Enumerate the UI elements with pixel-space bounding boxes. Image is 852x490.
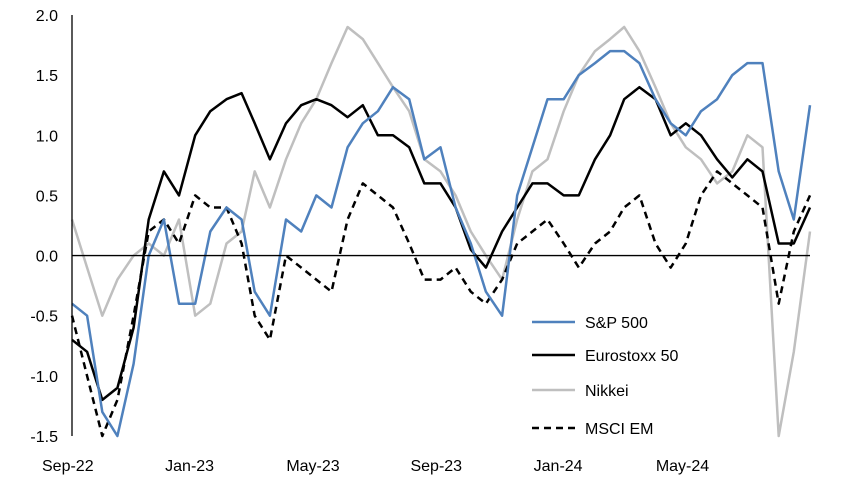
series-layer <box>70 25 812 438</box>
legend-label: MSCI EM <box>585 421 653 438</box>
y-tick-label: 1.5 <box>36 68 58 85</box>
series-line-nikkei <box>70 25 812 438</box>
series-line-s-p-500 <box>71 49 812 438</box>
legend-label: S&P 500 <box>585 315 648 332</box>
legend: S&P 500 Eurostoxx 50 Nikkei MSCI EM <box>532 315 678 438</box>
y-tick-labels: 2.0 1.5 1.0 0.5 0.0 -0.5 -1.0 -1.5 <box>30 8 58 446</box>
y-tick-label: -0.5 <box>30 309 58 326</box>
x-tick-label: Jan-24 <box>534 458 583 475</box>
x-tick-label: Jan-23 <box>165 458 214 475</box>
legend-label: Nikkei <box>585 383 629 400</box>
x-tick-label: May-24 <box>656 458 709 475</box>
legend-label: Eurostoxx 50 <box>585 348 678 365</box>
y-tick-label: -1.5 <box>30 429 58 446</box>
x-tick-labels: Sep-22 Jan-23 May-23 Sep-23 Jan-24 May-24 <box>42 458 709 475</box>
y-tick-label: 0.0 <box>36 249 58 266</box>
x-tick-label: Sep-22 <box>42 458 94 475</box>
series-line-msci-em <box>70 170 812 438</box>
y-tick-label: 0.5 <box>36 188 58 205</box>
y-tick-label: 1.0 <box>36 128 58 145</box>
series-line-eurostoxx-50 <box>71 85 812 402</box>
x-tick-label: Sep-23 <box>410 458 462 475</box>
y-tick-label: -1.0 <box>30 369 58 386</box>
x-tick-label: May-23 <box>286 458 339 475</box>
y-tick-label: 2.0 <box>36 8 58 25</box>
